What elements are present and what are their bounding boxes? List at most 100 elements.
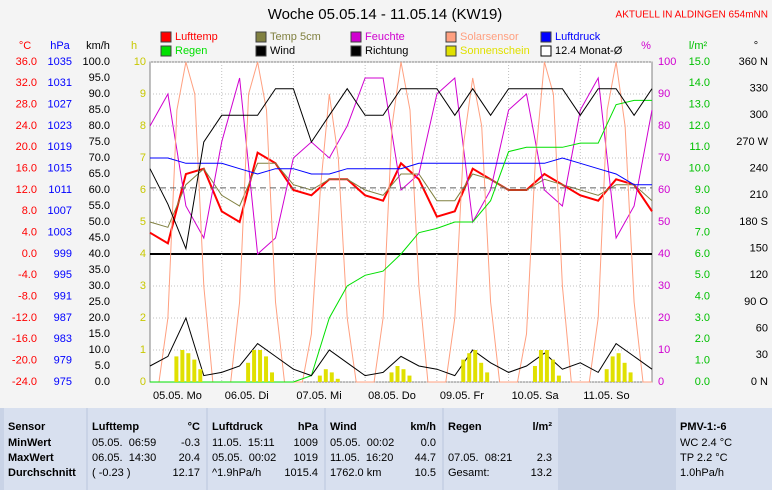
series-line: [150, 61, 652, 383]
y-tick-label: 7: [140, 152, 146, 164]
sunshine-bar: [264, 356, 269, 382]
legend-swatch: [445, 45, 457, 57]
y-tick-label: 28.0: [16, 99, 37, 111]
table-cell: 2.3: [536, 452, 552, 464]
series-line: [149, 76, 653, 256]
sunshine-bar: [616, 353, 621, 382]
y-tick-label: 90.0: [89, 88, 110, 100]
y-tick-label: -4.0: [18, 269, 37, 281]
y-tick-label: 9: [140, 88, 146, 100]
y-tick-label: 20.0: [16, 141, 37, 153]
table-cell: MinWert: [8, 437, 52, 449]
sunshine-bar: [192, 359, 197, 382]
y-tick-label: 50: [658, 216, 670, 228]
y-tick-label: 32.0: [16, 77, 37, 89]
table-cell: 1762.0 km: [330, 467, 382, 479]
legend-swatch: [445, 31, 457, 43]
table-cell: 05.05. 00:02: [212, 452, 277, 464]
y-tick-label: 1.0: [695, 355, 710, 367]
y-tick-label: 40.0: [89, 248, 110, 260]
sunshine-bar: [550, 359, 555, 382]
legend-swatch: [160, 45, 172, 57]
y-tick-label: 4.0: [22, 227, 37, 239]
column-header: l/m²: [532, 421, 552, 433]
y-tick-label: -16.0: [12, 333, 37, 345]
y-tick-label: 210: [750, 189, 768, 201]
sunshine-bar: [604, 369, 609, 382]
table-cell: 1019: [293, 452, 318, 464]
y-tick-label: 75.0: [89, 136, 110, 148]
table-column: Regen l/m² 07.05. 08:21 2.3 Gesamt: 13.2: [444, 408, 558, 490]
table-cell: 1009: [293, 437, 318, 449]
sunshine-bar: [622, 362, 627, 382]
column-header: Sensor: [8, 421, 46, 433]
y-tick-label: 180 S: [739, 216, 768, 228]
y-tick-label: 40: [658, 248, 670, 260]
y-tick-label: 1011: [48, 184, 72, 196]
y-tick-label: 1: [140, 344, 146, 356]
axis-unit: °: [754, 40, 758, 52]
axis-unit: km/h: [86, 40, 110, 52]
sunshine-bar: [180, 350, 185, 382]
y-tick-label: 987: [54, 312, 72, 324]
sunshine-bar: [395, 366, 400, 382]
y-tick-label: 0: [140, 376, 146, 388]
x-tick-label: 11.05. So: [583, 390, 629, 402]
y-tick-label: 8.0: [22, 205, 37, 217]
y-tick-label: 1023: [48, 120, 72, 132]
y-tick-label: -8.0: [18, 291, 37, 303]
y-tick-label: 30: [756, 349, 768, 361]
sunshine-bar: [323, 369, 328, 382]
y-tick-label: 80.0: [89, 120, 110, 132]
sunshine-bar: [270, 372, 274, 382]
y-tick-label: 6: [140, 184, 146, 196]
y-tick-label: 4.0: [695, 291, 710, 303]
sunshine-bar: [389, 372, 394, 382]
x-tick-label: 10.05. Sa: [512, 390, 560, 402]
table-cell: 12.17: [172, 467, 200, 479]
y-tick-label: 0.0: [695, 376, 710, 388]
y-tick-label: 1035: [48, 56, 72, 68]
axis-unit: %: [641, 40, 651, 52]
y-tick-label: 1027: [48, 99, 72, 111]
y-tick-label: 12.0: [16, 184, 37, 196]
y-tick-label: 7.0: [695, 227, 710, 239]
sunshine-bar: [186, 353, 191, 382]
y-tick-label: 70.0: [89, 152, 110, 164]
legend-label: Solarsensor: [460, 31, 519, 43]
sunshine-bar: [538, 350, 543, 382]
y-tick-label: 25.0: [89, 296, 110, 308]
y-tick-label: 30.0: [89, 280, 110, 292]
y-tick-label: 100.0: [82, 56, 110, 68]
sunshine-bar: [467, 353, 472, 382]
sunshine-bar: [544, 350, 549, 382]
y-tick-label: 4: [140, 248, 146, 260]
legend-label: Temp 5cm: [270, 31, 321, 43]
y-tick-label: 330: [750, 83, 768, 95]
y-tick-label: 12.0: [689, 120, 710, 132]
sunshine-bar: [628, 372, 633, 382]
y-tick-label: 0: [658, 376, 664, 388]
axis-unit: °C: [19, 40, 31, 52]
y-tick-label: 9.0: [695, 184, 710, 196]
sunshine-bar: [335, 378, 340, 382]
sunshine-bar: [252, 350, 257, 382]
y-tick-label: 70: [658, 152, 670, 164]
table-cell: 11.05. 16:20: [330, 452, 394, 464]
y-tick-label: 15.0: [89, 328, 110, 340]
sunshine-bar: [473, 350, 478, 382]
y-tick-label: 60.0: [89, 184, 110, 196]
y-tick-label: 150: [750, 243, 768, 255]
x-tick-label: 05.05. Mo: [153, 390, 202, 402]
y-tick-label: 995: [54, 269, 72, 281]
y-tick-label: 2.0: [695, 333, 710, 345]
table-column: Sensor MinWert MaxWert Durchschnitt: [4, 408, 86, 490]
y-tick-label: 95.0: [89, 72, 110, 84]
table-column: Wind km/h 05.05. 00:02 0.0 11.05. 16:20 44.7 1…: [326, 408, 442, 490]
sunshine-bar: [556, 375, 561, 382]
y-tick-label: 5: [140, 216, 146, 228]
y-tick-label: 85.0: [89, 104, 110, 116]
y-tick-label: 60: [756, 323, 768, 335]
table-cell: Durchschnitt: [8, 467, 76, 479]
column-header: PMV-1:-6: [680, 421, 727, 433]
